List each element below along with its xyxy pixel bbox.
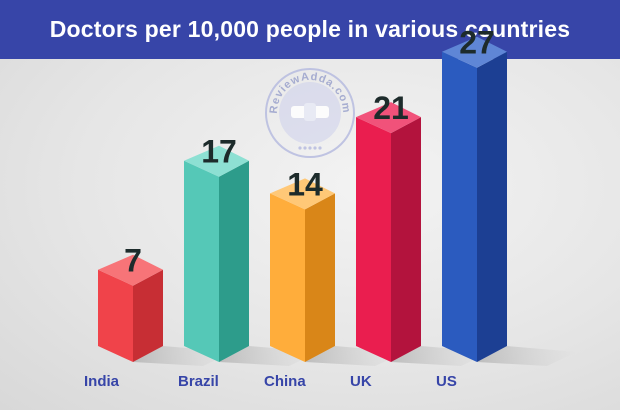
bar-front-us bbox=[442, 51, 477, 362]
bar-front-china bbox=[270, 193, 305, 362]
bar-front-uk bbox=[356, 117, 391, 362]
value-label-india: 7 bbox=[124, 243, 142, 279]
category-label-us: US bbox=[436, 373, 457, 390]
bar-india bbox=[98, 254, 163, 362]
bar-front-brazil bbox=[184, 160, 219, 362]
bar-side-us bbox=[477, 51, 507, 362]
bar-top-china bbox=[270, 178, 335, 210]
bar-side-china bbox=[305, 193, 335, 362]
bar-top-uk bbox=[356, 102, 421, 134]
category-label-uk: UK bbox=[350, 373, 372, 390]
value-label-us: 27 bbox=[459, 25, 495, 61]
bar-top-brazil bbox=[184, 145, 249, 177]
bar-top-us bbox=[442, 36, 507, 68]
value-label-uk: 21 bbox=[373, 90, 409, 126]
bar-brazil bbox=[184, 145, 249, 362]
bar-shadow-us bbox=[477, 346, 577, 366]
value-label-brazil: 17 bbox=[201, 134, 237, 170]
handshake-icon bbox=[291, 103, 329, 121]
bar-us bbox=[442, 36, 507, 362]
category-label-india: India bbox=[84, 373, 120, 390]
bar-front-india bbox=[98, 269, 133, 362]
value-label-china: 14 bbox=[287, 166, 323, 202]
bar-china bbox=[270, 178, 335, 362]
bar-side-uk bbox=[391, 117, 421, 362]
title-bar: Doctors per 10,000 people in various cou… bbox=[0, 0, 620, 59]
chart-title: Doctors per 10,000 people in various cou… bbox=[49, 16, 571, 42]
watermark-logo: ReviewAdda.com bbox=[265, 68, 355, 158]
bar-side-india bbox=[133, 269, 163, 362]
category-label-china: China bbox=[264, 373, 306, 390]
bar-uk bbox=[356, 102, 421, 362]
bar-top-india bbox=[98, 254, 163, 286]
bar-side-brazil bbox=[219, 160, 249, 362]
category-label-brazil: Brazil bbox=[178, 373, 219, 390]
